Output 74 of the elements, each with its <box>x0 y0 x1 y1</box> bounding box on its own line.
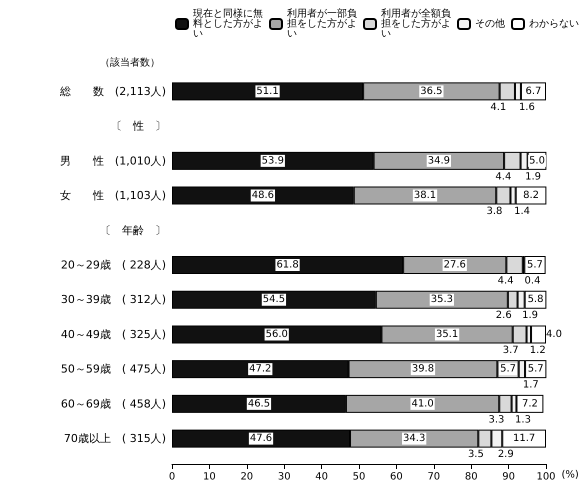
x-tick-label: 0 <box>168 472 176 482</box>
x-tick-label: 70 <box>427 472 440 482</box>
y-tick-label: 70歳以上 ( 315人) <box>64 432 166 446</box>
legend-label: 利用者が全額負担をした方がよい <box>381 8 451 40</box>
data-label: 48.6 <box>252 190 274 202</box>
y-tick-label: 〔 性 〕 <box>111 120 166 133</box>
data-label: 35.1 <box>436 328 458 340</box>
x-tick-label: 90 <box>502 472 515 482</box>
data-label: 5.8 <box>528 294 544 306</box>
x-tick-label: 30 <box>278 472 291 482</box>
data-label: 35.3 <box>430 294 453 306</box>
legend-label: 現在と同様に無料とした方がよい <box>193 8 263 40</box>
data-label: 1.4 <box>514 206 530 218</box>
legend-label: その他 <box>475 18 505 30</box>
x-tick-label: 20 <box>240 472 254 482</box>
data-label: 5.7 <box>527 260 543 270</box>
x-axis-title: (%) <box>561 470 579 480</box>
data-label: 3.5 <box>468 449 484 460</box>
data-label: 5.7 <box>500 364 516 375</box>
data-label: 5.7 <box>528 364 544 375</box>
legend-label: 利用者が一部負担をした方がよい <box>287 8 357 40</box>
y-tick-label: 50～59歳 ( 475人) <box>60 362 166 376</box>
x-tick-label: 50 <box>352 472 366 482</box>
data-label: 39.8 <box>412 364 434 375</box>
data-label: 46.5 <box>248 398 270 410</box>
x-tick-label: 60 <box>390 472 403 482</box>
data-label: 4.0 <box>546 328 562 340</box>
data-label: 54.5 <box>262 294 286 306</box>
data-label: 1.7 <box>522 380 539 391</box>
y-tick-label: 男 性 (1,010人) <box>60 154 166 168</box>
data-label: 1.6 <box>518 102 535 113</box>
data-label: 3.7 <box>502 344 519 356</box>
y-tick-label: 30～39歳 ( 312人) <box>60 293 166 306</box>
data-label: 61.8 <box>276 260 299 270</box>
data-label: 4.1 <box>490 102 506 113</box>
y-tick-label: 女 性 (1,103人) <box>60 189 166 202</box>
data-label: 3.8 <box>486 206 502 218</box>
data-label: 51.1 <box>256 86 279 97</box>
data-label: 53.9 <box>262 155 284 166</box>
data-label: 3.3 <box>488 414 504 426</box>
y-tick-label: 総 数 (2,113人) <box>58 84 166 98</box>
data-label: 34.3 <box>403 433 426 444</box>
data-label: 1.9 <box>522 310 538 322</box>
y-tick-label: 60～69歳 ( 458人) <box>60 397 166 410</box>
data-label: 1.3 <box>515 414 531 426</box>
data-label: 34.9 <box>428 155 450 166</box>
data-label: 11.7 <box>512 433 536 444</box>
data-label: 5.0 <box>529 155 545 166</box>
legend-label: わからない <box>529 18 579 30</box>
data-label: 1.9 <box>525 171 542 182</box>
data-label: 8.2 <box>523 190 539 202</box>
data-label: 4.4 <box>495 171 512 182</box>
data-label: 47.6 <box>250 433 272 444</box>
data-label: 27.6 <box>444 260 466 270</box>
data-label: 38.1 <box>414 190 436 202</box>
data-label: 41.0 <box>411 398 434 410</box>
x-tick-label: 40 <box>315 472 328 482</box>
x-tick-label: 80 <box>464 472 478 482</box>
data-label: 47.2 <box>249 364 272 375</box>
data-label: 36.5 <box>420 86 442 97</box>
data-label: 56.0 <box>266 328 288 340</box>
data-label: 6.7 <box>526 86 542 97</box>
y-tick-label: 20～29歳 ( 228人) <box>60 258 166 272</box>
x-tick-label: 10 <box>203 472 216 482</box>
data-label: 0.4 <box>524 276 540 286</box>
data-label: 1.2 <box>530 344 546 356</box>
data-label: 2.6 <box>496 310 512 322</box>
x-tick-label: 100 <box>536 472 556 482</box>
text: （該当者数） <box>100 56 160 68</box>
y-tick-label: 40～49歳 ( 325人) <box>60 328 166 341</box>
data-label: 2.9 <box>498 449 514 460</box>
y-tick-label: 〔 年齢 〕 <box>100 224 166 237</box>
data-label: 4.4 <box>498 276 514 286</box>
data-label: 7.2 <box>522 398 538 410</box>
